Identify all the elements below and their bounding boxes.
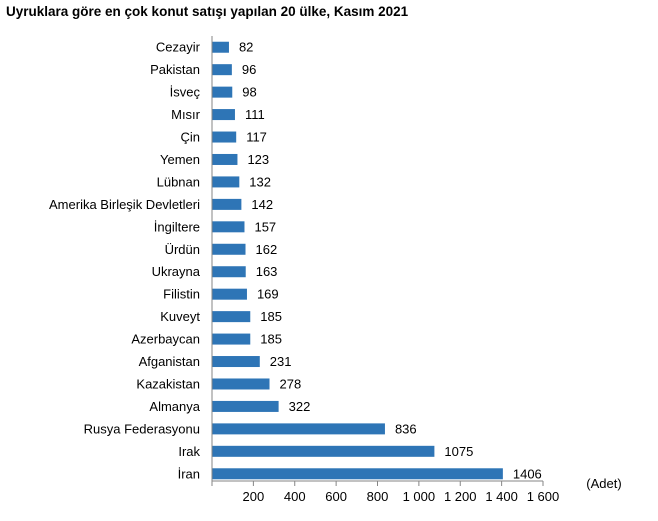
data-label: 322 [289,399,311,414]
data-label: 157 [254,219,276,234]
bar [212,176,240,188]
x-tick-label: 600 [325,489,347,504]
bar [212,311,251,323]
data-label: 117 [246,130,267,145]
data-label: 278 [280,376,302,391]
bar [212,288,247,300]
category-label: İran [178,466,200,481]
data-label: 82 [239,40,253,55]
bar [212,198,242,210]
x-tick-label: 1 000 [403,489,436,504]
bar [212,468,503,480]
category-labels: Cezayir Pakistan İsveç Mısır Çin Yemen Lübnan A… [49,40,201,482]
data-label: 185 [260,332,282,347]
data-label: 123 [247,152,269,167]
bar [212,64,232,76]
category-label: Lübnan [157,174,200,189]
bar [212,445,435,457]
bar [212,356,260,368]
category-label: Kuveyt [160,309,200,324]
category-label: Afganistan [139,354,200,369]
category-label: Rusya Federasyonu [84,421,200,436]
x-tick-label: 200 [243,489,265,504]
data-label: 132 [249,174,271,189]
bar [212,378,270,390]
category-label: Almanya [149,399,200,414]
bar [212,221,245,233]
chart-title: Uyruklara göre en çok konut satışı yapıl… [6,4,409,19]
data-label: 169 [257,287,279,302]
bar [212,109,235,121]
category-label: İsveç [170,85,201,100]
bar [212,41,229,53]
data-label: 185 [260,309,282,324]
category-label: İngiltere [154,219,200,234]
bar [212,423,385,435]
category-label: Ürdün [165,242,200,257]
x-tick-label: 1 600 [527,489,560,504]
data-label: 142 [251,197,273,212]
data-label: 231 [270,354,292,369]
x-tick-label: 1 200 [444,489,477,504]
category-label: Mısır [171,107,201,122]
bar [212,153,238,165]
bar [212,86,233,98]
unit-label: (Adet) [586,476,621,491]
category-label: Kazakistan [136,376,200,391]
data-label: 96 [242,62,256,77]
category-label: Pakistan [150,62,200,77]
value-labels: 82 96 98 111 117 123 132 142 157 162 163 169 185 185 2… [239,40,542,482]
x-axis: 200 400 600 800 1 000 1 200 1 400 1 600 [211,36,560,504]
data-label: 111 [245,107,265,122]
category-label: Çin [180,130,200,145]
data-label: 836 [395,421,417,436]
x-tick-label: 400 [284,489,306,504]
bars [212,41,503,480]
bar [212,333,251,345]
bar [212,131,237,143]
x-tick-label: 1 400 [485,489,518,504]
category-label: Filistin [163,287,200,302]
bar [212,266,246,278]
category-label: Ukrayna [152,264,201,279]
category-label: Azerbaycan [131,332,200,347]
category-label: Cezayir [156,40,201,55]
category-label: Yemen [160,152,200,167]
x-tick-label: 800 [367,489,389,504]
data-label: 163 [256,264,278,279]
data-label: 1075 [444,444,473,459]
data-label: 98 [242,85,256,100]
category-label: Irak [178,444,200,459]
category-label: Amerika Birleşik Devletleri [49,197,200,212]
bar [212,243,246,255]
bar [212,400,279,412]
data-label: 162 [256,242,278,257]
data-label: 1406 [513,466,542,481]
